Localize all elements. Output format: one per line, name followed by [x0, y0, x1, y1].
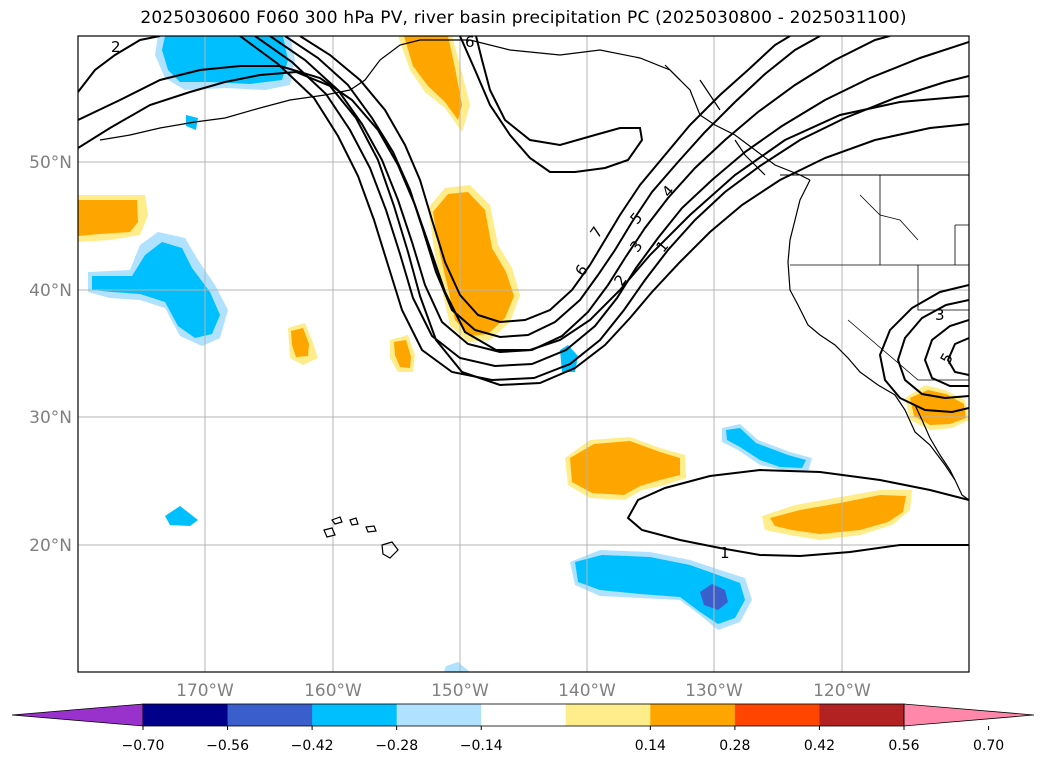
contour-cutoff-outer: [878, 284, 969, 414]
map-panel: [78, 36, 969, 672]
lat-label-40n: 40°N: [29, 281, 72, 301]
contour-1-subtropical: [626, 468, 969, 558]
contour-label-1-subtropical: 1: [720, 544, 730, 562]
colorbar-tick-label: 0.14: [635, 738, 666, 754]
colorbar-extend-max: [903, 703, 1035, 727]
lat-label-20n: 20°N: [29, 536, 72, 556]
pv-contours: [78, 36, 969, 558]
shade-blue-dot-1: [165, 506, 198, 526]
contour-cutoff-3: [896, 299, 969, 400]
coastline-baja: [914, 404, 956, 481]
colorbar-segment: [734, 704, 820, 726]
contour-2-main: [78, 70, 969, 387]
contour-label-6-top: 6: [465, 33, 475, 51]
contour-3: [239, 36, 969, 382]
shade-orange-trough-core: [433, 192, 514, 336]
lon-label-150w: 150°W: [431, 681, 489, 701]
lon-label-170w: 170°W: [176, 681, 234, 701]
shaded-anomalies: [78, 36, 969, 672]
contour-7-inner: [299, 36, 791, 324]
shade-blue-north-core: [162, 36, 288, 84]
colorbar: −0.70 −0.56 −0.42 −0.28 −0.14 0.14 0.28 0.42 0.5…: [11, 703, 1035, 754]
shade-orange-central-core: [570, 441, 680, 495]
colorbar-segment: [143, 704, 229, 726]
lon-label-140w: 140°W: [558, 681, 616, 701]
shade-blue-east-core: [726, 428, 806, 468]
contour-label-3-cutoff: 3: [935, 306, 945, 324]
colorbar-segment: [565, 704, 651, 726]
colorbar-tick-label: 0.42: [804, 738, 835, 754]
lon-label-120w: 120°W: [813, 681, 871, 701]
colorbar-tick-label: −0.42: [291, 738, 334, 754]
map-frame: [77, 35, 970, 673]
coastline-hawaii: [323, 516, 399, 559]
shade-orange-west-core: [78, 200, 138, 236]
lon-label-130w: 130°W: [685, 681, 743, 701]
colorbar-segment: [481, 704, 567, 726]
colorbar-segment: [227, 704, 313, 726]
shade-blue-south-core: [575, 555, 745, 624]
map-content: 2 6 7 6 5 4 3 2 1 3 5 1: [78, 33, 969, 672]
border-states: [790, 175, 969, 381]
lat-label-30n: 30°N: [29, 408, 72, 428]
contour-cutoff-inner: [946, 337, 969, 376]
contour-6: [284, 36, 821, 339]
contour-cutoff-5: [923, 319, 969, 387]
colorbar-tick-label: −0.28: [375, 738, 418, 754]
contour-2-northwest: [78, 36, 161, 93]
colorbar-tick-label: −0.14: [460, 738, 503, 754]
colorbar-segment: [819, 704, 905, 726]
colorbar-tick-label: −0.70: [122, 738, 165, 754]
gridlines: [78, 36, 969, 672]
colorbar-segment: [650, 704, 736, 726]
map-title: 2025030600 F060 300 hPa PV, river basin …: [140, 8, 907, 28]
colorbar-extend-min: [11, 703, 144, 727]
shade-orange-north-core: [404, 36, 462, 120]
coastline-alaska: [99, 39, 811, 181]
contour-1-main: [78, 65, 969, 351]
colorbar-tick-label: 0.28: [719, 738, 750, 754]
shade-blue-dot-3: [444, 662, 470, 672]
contour-5: [269, 36, 891, 354]
contour-4: [254, 36, 969, 368]
coastline-west-north-america: [787, 179, 969, 501]
longitude-labels: 170°W 160°W 150°W 140°W 130°W 120°W: [176, 681, 871, 701]
shade-orange-east-core: [770, 495, 906, 534]
shade-orange-small-2-core: [394, 340, 411, 368]
contour-label-2-nw: 2: [111, 38, 121, 56]
contour-2-loop: [459, 36, 644, 173]
shade-orange-baja-core: [910, 390, 966, 425]
latitude-labels: 50°N 40°N 30°N 20°N: [29, 153, 72, 556]
coastline-bc-islands: [664, 64, 766, 176]
lat-label-50n: 50°N: [29, 153, 72, 173]
colorbar-segment: [312, 704, 398, 726]
colorbar-segment: [396, 704, 482, 726]
colorbar-frame: [142, 703, 905, 727]
colorbar-tick-label: 0.56: [888, 738, 919, 754]
colorbar-tick-label: 0.70: [973, 738, 1004, 754]
coastlines: [99, 39, 969, 559]
shade-orange-small-1-core: [291, 328, 309, 357]
lon-label-160w: 160°W: [304, 681, 362, 701]
colorbar-tick-label: −0.56: [206, 738, 249, 754]
